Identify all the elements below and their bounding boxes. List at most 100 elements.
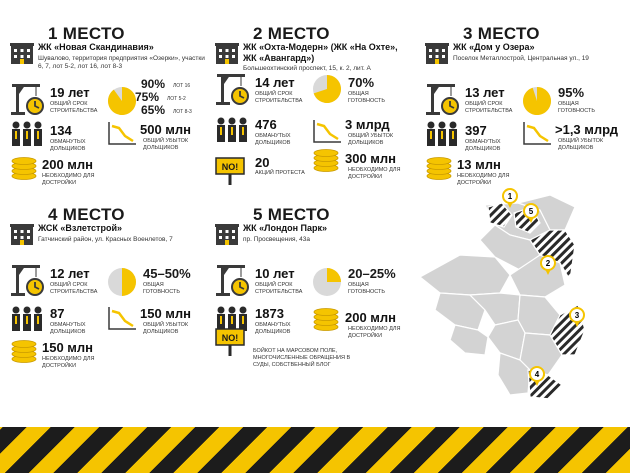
victims-label: ОБМАНУТЫХ ДОЛЬЩИКОВ [465, 139, 501, 152]
years-value: 12 лет [50, 266, 90, 281]
place-title: 5 МЕСТО [253, 205, 330, 224]
place-title: 2 МЕСТО [253, 24, 330, 43]
need-label: НЕОБХОДИМО ДЛЯ ДОСТРОЙКИ [42, 356, 95, 369]
building-icon [215, 43, 239, 64]
complex-name: ЖСК «Взлетстрой» [38, 223, 122, 233]
map-pin-label: 5 [529, 207, 534, 216]
lot-label: ЛОТ 5-2 [167, 96, 186, 102]
city-map: 1 5 2 3 4 [418, 188, 586, 400]
people-icon [12, 306, 42, 331]
loss-value: 3 млрд [345, 117, 390, 132]
map-pin-label: 1 [508, 192, 513, 201]
readiness-value: 90% [141, 77, 166, 91]
complex-address: Большеохтинский проспект, 15, к. 2, лит.… [243, 65, 371, 72]
loss-label: ОБЩИЙ УБЫТОК ДОЛЬЩИКОВ [143, 322, 189, 335]
need-label: НЕОБХОДИМО ДЛЯ ДОСТРОЙКИ [42, 173, 95, 186]
readiness-pie-icon [108, 268, 136, 296]
years-value: 13 лет [465, 85, 505, 100]
building-icon [10, 43, 34, 64]
hazard-stripe [0, 427, 630, 473]
need-label: НЕОБХОДИМО ДЛЯ ДОСТРОЙКИ [348, 167, 401, 180]
map-pin-label: 3 [575, 311, 580, 320]
readiness-value: 70% [348, 75, 375, 90]
years-label: ОБЩИЙ СРОК СТРОИТЕЛЬСТВА [465, 101, 513, 114]
falling-chart-icon [313, 120, 341, 143]
readiness-value: 65% [141, 103, 166, 117]
need-value: 150 млн [42, 340, 94, 355]
protest-sign-icon: NO! [215, 328, 245, 356]
place-card-5: 5 МЕСТО ЖК «Лондон Парк» пр. Просвещения… [215, 205, 415, 395]
people-icon [12, 121, 42, 146]
years-value: 14 лет [255, 75, 295, 90]
place-title: 1 МЕСТО [48, 24, 125, 43]
victims-label: ОБМАНУТЫХ ДОЛЬЩИКОВ [255, 133, 291, 146]
victims-label: ОБМАНУТЫХ ДОЛЬЩИКОВ [50, 322, 86, 335]
place-title: 4 МЕСТО [48, 205, 125, 224]
readiness-label: ОБЩАЯ ГОТОВНОСТЬ [143, 282, 181, 295]
victims-value: 1873 [255, 306, 284, 321]
map-pins: 1 5 2 3 4 [502, 188, 585, 386]
map-pin-label: 2 [546, 259, 551, 268]
falling-chart-icon [523, 122, 551, 145]
place-card-1: 1 МЕСТО ЖК «Новая Скандинавия» Шувалово,… [10, 24, 210, 214]
readiness-value: 95% [558, 85, 585, 100]
complex-name: ЖК «Лондон Парк» [243, 223, 328, 233]
victims-value: 87 [50, 306, 65, 321]
coins-icon [426, 157, 452, 180]
complex-name: ЖК «Дом у Озера» [453, 42, 535, 52]
lot-label: ЛОТ 8-3 [173, 109, 192, 115]
loss-value: >1,3 млрд [555, 122, 619, 137]
complex-address: Поселок Металлострой, Центральная ул., 1… [453, 55, 589, 62]
complex-address: пр. Просвещения, 43а [243, 236, 310, 243]
need-value: 300 млн [345, 151, 397, 166]
readiness-label: ОБЩАЯ ГОТОВНОСТЬ [348, 282, 386, 295]
crane-clock-icon [11, 84, 44, 115]
building-icon [215, 224, 239, 245]
people-icon [427, 121, 457, 146]
readiness-pie-icon [313, 75, 342, 103]
years-value: 10 лет [255, 266, 295, 281]
crane-clock-icon [216, 265, 249, 296]
readiness-pie-icon [523, 86, 552, 115]
protest-note: БОЙКОТ НА МАРСОВОМ ПОЛЕ, МНОГОЧИСЛЕННЫЕ … [253, 348, 351, 368]
loss-label: ОБЩИЙ УБЫТОК ДОЛЬЩИКОВ [558, 138, 604, 151]
victims-value: 134 [50, 123, 72, 138]
protest-sign-icon: NO! [215, 157, 245, 185]
loss-label: ОБЩИЙ УБЫТОК ДОЛЬЩИКОВ [143, 138, 189, 151]
complex-name: ЖК «Новая Скандинавия» [38, 42, 154, 52]
loss-value: 150 млн [140, 306, 192, 321]
people-icon [217, 306, 247, 331]
complex-address: Гатчинский район, ул. Красных Военлетов,… [38, 236, 173, 243]
readiness-label: ОБЩАЯ ГОТОВНОСТЬ [348, 91, 386, 104]
place-card-3: 3 МЕСТО ЖК «Дом у Озера» Поселок Металло… [425, 24, 625, 214]
readiness-value: 20–25% [348, 266, 396, 281]
building-icon [425, 43, 449, 64]
need-value: 13 млн [457, 157, 501, 172]
building-icon [10, 224, 34, 245]
people-icon [217, 117, 247, 142]
readiness-pie-icon [313, 268, 341, 296]
loss-label: ОБЩИЙ УБЫТОК ДОЛЬЩИКОВ [348, 133, 394, 146]
readiness-value: 45–50% [143, 266, 191, 281]
years-label: ОБЩИЙ СРОК СТРОИТЕЛЬСТВА [255, 91, 303, 104]
protests-label: АКЦИЙ ПРОТЕСТА [255, 170, 305, 176]
complex-name: ЖК «Охта-Модерн» (ЖК «На Охте», ЖК «Аван… [243, 42, 398, 63]
coins-icon [11, 157, 37, 180]
readiness-label: ОБЩАЯ ГОТОВНОСТЬ [558, 101, 596, 114]
readiness-pie-icon [107, 87, 136, 115]
victims-value: 397 [465, 123, 487, 138]
falling-chart-icon [108, 122, 136, 145]
need-value: 200 млн [42, 157, 94, 172]
need-label: НЕОБХОДИМО ДЛЯ ДОСТРОЙКИ [457, 173, 510, 186]
crane-clock-icon [426, 84, 459, 115]
place-card-4: 4 МЕСТО ЖСК «Взлетстрой» Гатчинский райо… [10, 205, 210, 395]
complex-address: Шувалово, территория предприятия «Озерки… [38, 55, 205, 70]
protests-value: 20 [255, 155, 270, 170]
crane-clock-icon [216, 74, 249, 105]
years-label: ОБЩИЙ СРОК СТРОИТЕЛЬСТВА [50, 282, 98, 295]
coins-icon [313, 149, 339, 172]
coins-icon [313, 308, 339, 331]
need-label: НЕОБХОДИМО ДЛЯ ДОСТРОЙКИ [348, 326, 401, 339]
years-value: 19 лет [50, 85, 90, 100]
place-title: 3 МЕСТО [463, 24, 540, 43]
